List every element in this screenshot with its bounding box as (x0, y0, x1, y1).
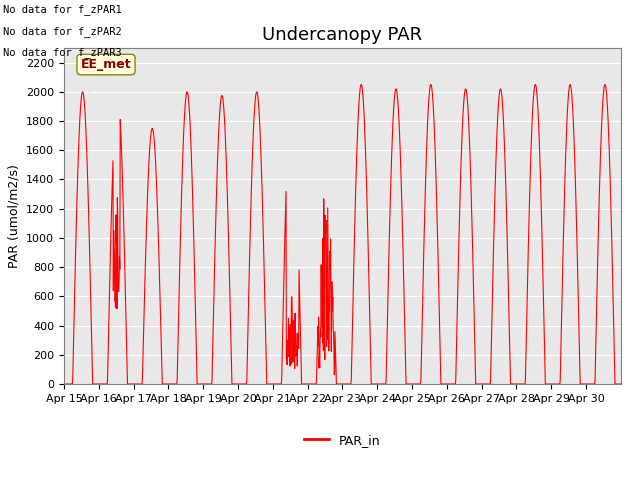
Text: EE_met: EE_met (81, 58, 131, 71)
PAR_in (617, 381, 625, 387)
Legend: PAR_in: PAR_in (299, 429, 386, 452)
Y-axis label: PAR (umol/m2/s): PAR (umol/m2/s) (8, 164, 20, 268)
PAR_in (60, 381, 68, 387)
Text: No data for f_zPAR1: No data for f_zPAR1 (3, 4, 122, 15)
Title: Undercanopy PAR: Undercanopy PAR (262, 25, 422, 44)
PAR_in (610, 333, 618, 338)
PAR_in (328, 279, 335, 285)
Line: PAR_in: PAR_in (64, 84, 621, 384)
PAR_in (357, 82, 365, 87)
Text: No data for f_zPAR3: No data for f_zPAR3 (3, 47, 122, 58)
PAR_in (317, 262, 325, 268)
PAR_in (474, 381, 482, 387)
Text: No data for f_zPAR2: No data for f_zPAR2 (3, 25, 122, 36)
PAR_in (147, 130, 155, 136)
PAR_in (556, 381, 563, 387)
